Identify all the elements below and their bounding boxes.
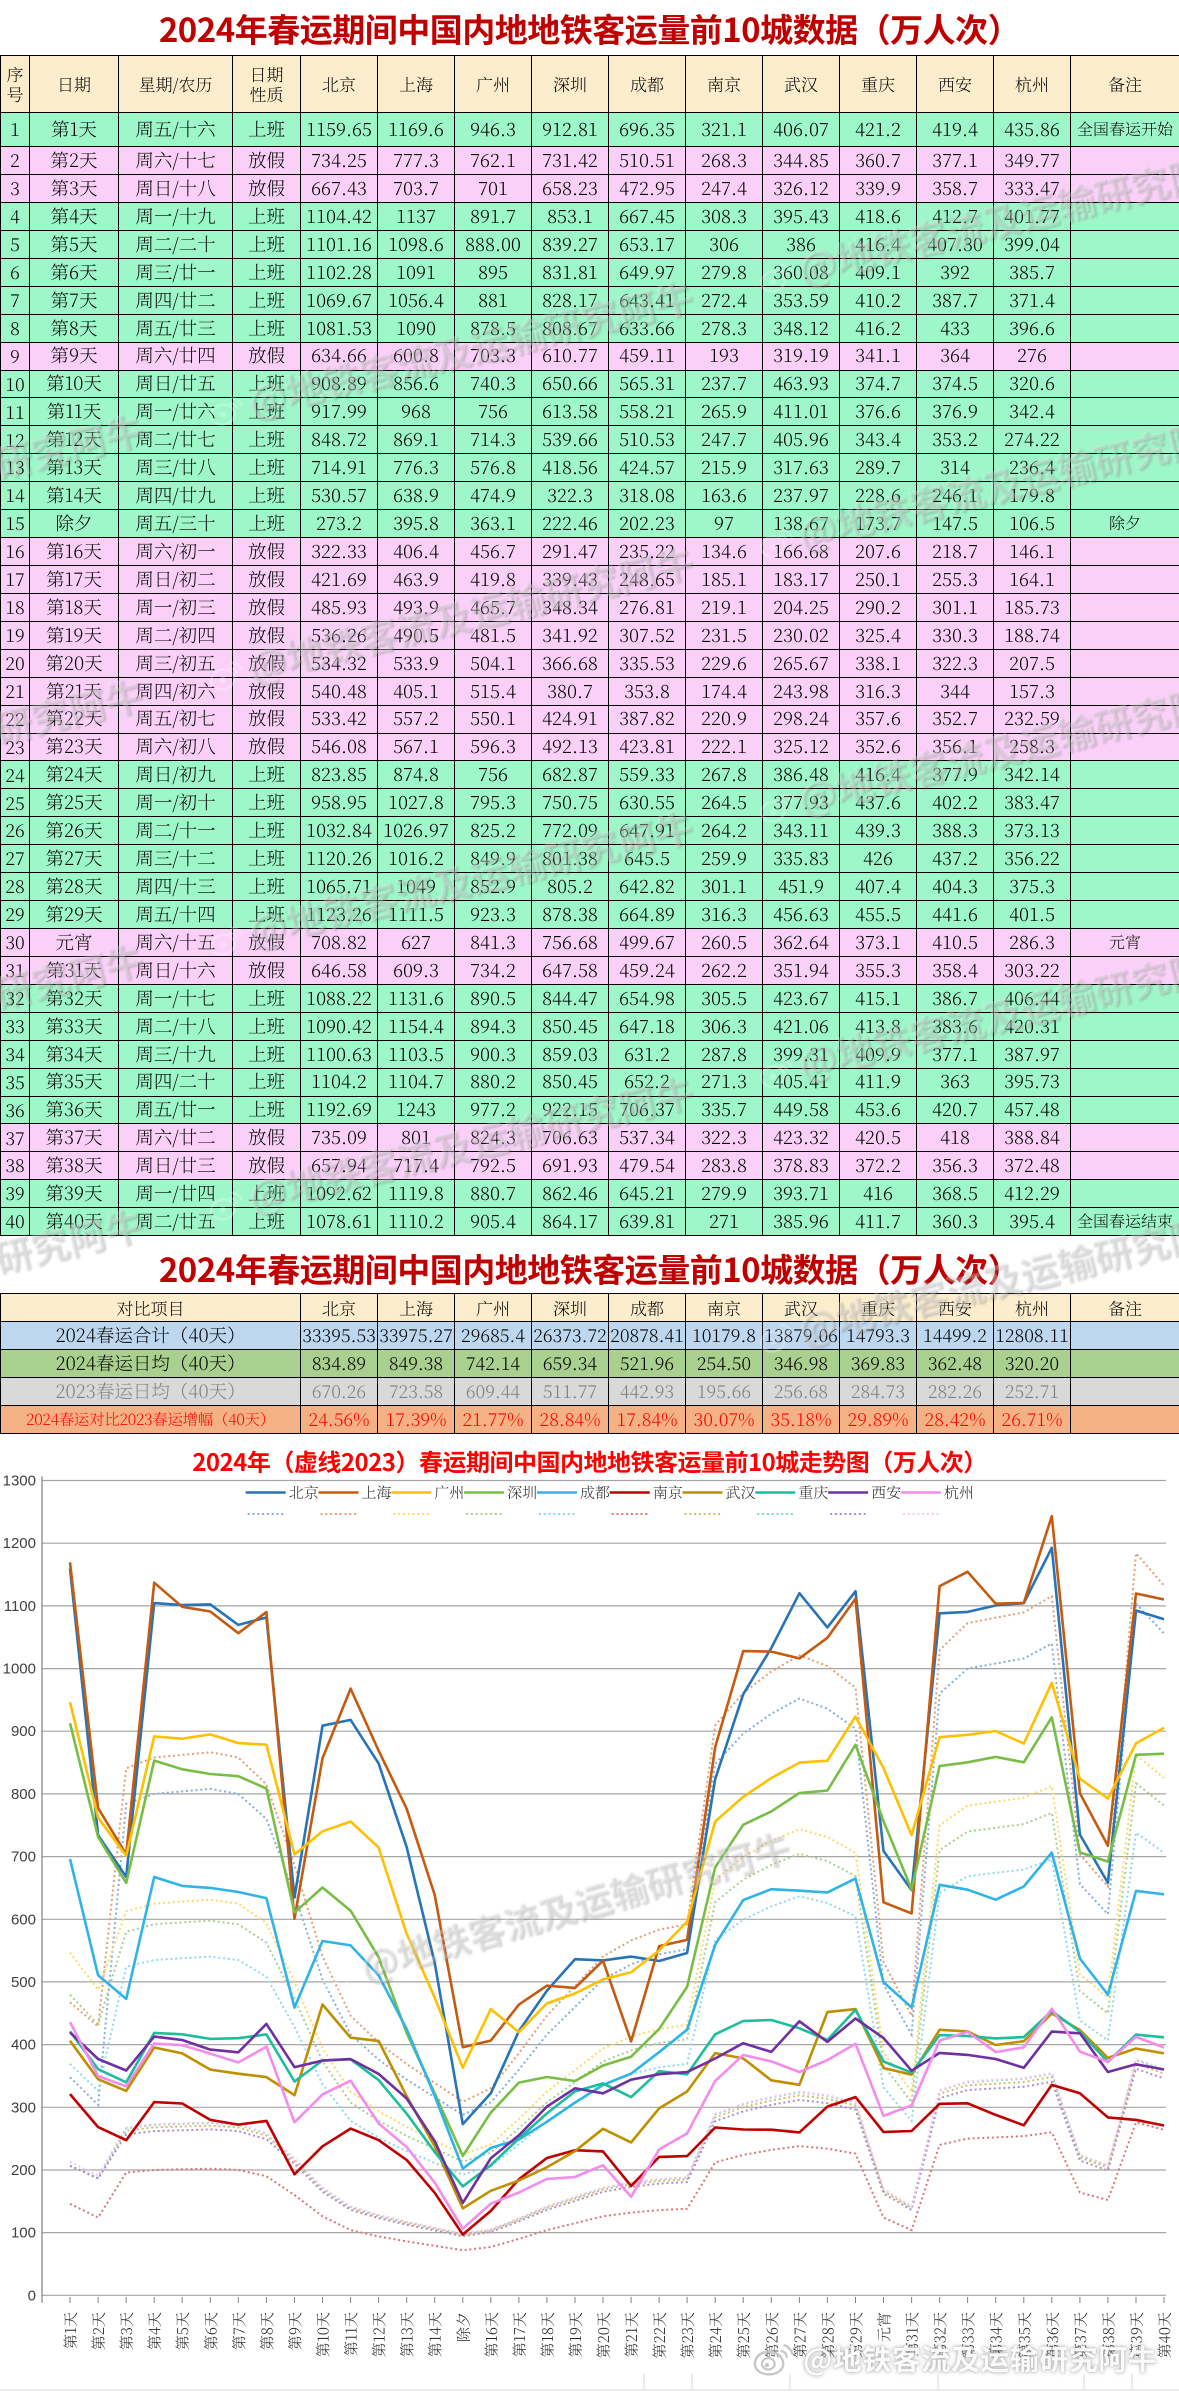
svg-text:900: 900 <box>11 1723 36 1740</box>
svg-text:700: 700 <box>11 1849 36 1866</box>
svg-text:第8天: 第8天 <box>256 2312 277 2350</box>
svg-text:第9天: 第9天 <box>285 2312 306 2350</box>
svg-text:第23天: 第23天 <box>677 2312 698 2358</box>
svg-text:第31天: 第31天 <box>902 2312 923 2357</box>
svg-text:第16天: 第16天 <box>481 2312 502 2357</box>
svg-text:第34天: 第34天 <box>986 2312 1007 2358</box>
svg-text:第20天: 第20天 <box>593 2312 614 2358</box>
svg-text:第2天: 第2天 <box>88 2312 109 2350</box>
svg-text:西安: 西安 <box>871 1482 901 1503</box>
svg-text:第19天: 第19天 <box>565 2312 586 2357</box>
svg-text:1000: 1000 <box>3 1661 36 1678</box>
svg-text:第3天: 第3天 <box>116 2312 137 2350</box>
svg-text:第28天: 第28天 <box>817 2312 838 2358</box>
svg-text:第1天: 第1天 <box>60 2312 81 2349</box>
svg-text:1300: 1300 <box>3 1473 36 1490</box>
svg-text:第22天: 第22天 <box>649 2312 670 2358</box>
svg-text:杭州: 杭州 <box>944 1482 974 1503</box>
svg-text:第36天: 第36天 <box>1042 2312 1063 2358</box>
svg-text:第26天: 第26天 <box>761 2312 782 2358</box>
svg-text:100: 100 <box>11 2225 36 2242</box>
svg-text:第27天: 第27天 <box>789 2312 810 2358</box>
svg-text:第6天: 第6天 <box>200 2312 221 2350</box>
svg-text:第24天: 第24天 <box>705 2312 726 2358</box>
svg-text:第25天: 第25天 <box>733 2312 754 2358</box>
svg-text:深圳: 深圳 <box>507 1482 537 1503</box>
svg-text:第10天: 第10天 <box>313 2312 334 2357</box>
svg-text:1100: 1100 <box>4 1598 36 1615</box>
svg-text:广州: 广州 <box>434 1482 464 1503</box>
svg-text:成都: 成都 <box>580 1482 610 1503</box>
svg-text:第13天: 第13天 <box>397 2312 418 2357</box>
svg-text:第39天: 第39天 <box>1126 2312 1147 2358</box>
svg-text:800: 800 <box>11 1786 36 1803</box>
svg-text:第14天: 第14天 <box>425 2312 446 2357</box>
svg-text:第11天: 第11天 <box>341 2312 362 2356</box>
svg-text:北京: 北京 <box>289 1482 319 1503</box>
svg-text:500: 500 <box>11 1974 36 1991</box>
svg-text:第33天: 第33天 <box>958 2312 979 2358</box>
svg-text:600: 600 <box>11 1911 36 1928</box>
svg-text:第35天: 第35天 <box>1014 2312 1035 2358</box>
svg-text:200: 200 <box>11 2162 36 2179</box>
svg-text:第4天: 第4天 <box>144 2312 165 2350</box>
svg-text:第29天: 第29天 <box>846 2312 867 2359</box>
svg-text:第21天: 第21天 <box>621 2312 642 2357</box>
svg-text:第18天: 第18天 <box>537 2312 558 2357</box>
svg-text:第17天: 第17天 <box>509 2312 530 2357</box>
svg-text:0: 0 <box>28 2287 36 2304</box>
svg-text:第5天: 第5天 <box>172 2312 193 2350</box>
svg-text:第38天: 第38天 <box>1098 2312 1119 2358</box>
svg-text:武汉: 武汉 <box>726 1482 756 1503</box>
svg-text:1200: 1200 <box>3 1535 36 1552</box>
svg-text:上海: 上海 <box>362 1482 392 1503</box>
svg-text:第37天: 第37天 <box>1070 2312 1091 2358</box>
svg-text:重庆: 重庆 <box>798 1482 828 1503</box>
svg-text:第40天: 第40天 <box>1154 2312 1175 2358</box>
svg-text:第7天: 第7天 <box>228 2312 249 2350</box>
svg-text:第12天: 第12天 <box>369 2312 390 2357</box>
svg-text:南京: 南京 <box>653 1482 683 1503</box>
svg-text:除夕: 除夕 <box>453 2312 474 2342</box>
svg-text:300: 300 <box>11 2099 36 2116</box>
svg-text:400: 400 <box>11 2037 36 2054</box>
svg-text:第32天: 第32天 <box>930 2312 951 2358</box>
svg-text:元宵: 元宵 <box>874 2312 895 2342</box>
